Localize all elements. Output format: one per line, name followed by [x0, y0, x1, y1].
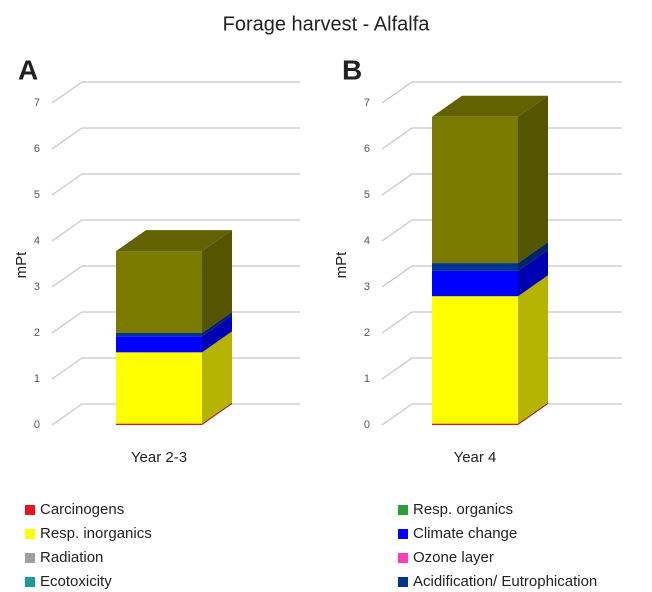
legend-swatch: [25, 505, 35, 515]
legend-swatch: [398, 505, 408, 515]
y-tick-label: 3: [34, 281, 40, 293]
legend-label: Climate change: [413, 525, 517, 542]
bar-segment-side: [202, 315, 232, 353]
legend-label: Ozone layer: [413, 549, 494, 566]
bar-segment: [432, 263, 518, 271]
x-tick-label: Year 2-3: [131, 449, 187, 466]
grid-line: [51, 127, 300, 150]
bar-segment: [116, 423, 202, 425]
grid-line: [381, 219, 622, 242]
bar-top: [432, 95, 548, 117]
bar-segment-side: [202, 331, 232, 424]
y-tick-label: 0: [364, 419, 370, 431]
x-tick-label: Year 4: [454, 449, 497, 466]
y-tick-label: 2: [34, 327, 40, 339]
grid-line: [51, 173, 300, 196]
grid-line: [381, 173, 622, 196]
y-tick-label: 0: [34, 419, 40, 431]
y-tick-label: 4: [34, 235, 40, 247]
legend-label: Resp. organics: [413, 501, 513, 518]
y-axis-label: mPt: [333, 251, 350, 279]
legend-label: Resp. inorganics: [40, 525, 152, 542]
y-tick-label: 6: [34, 143, 40, 155]
bar-segment-side: [518, 249, 548, 297]
y-tick-label: 5: [34, 189, 40, 201]
y-tick-label: 5: [364, 189, 370, 201]
y-tick-label: 7: [34, 97, 40, 109]
legend-swatch: [398, 553, 408, 563]
legend-label: Radiation: [40, 549, 103, 566]
y-tick-label: 2: [364, 327, 370, 339]
legend-swatch: [25, 577, 35, 587]
bar-segment-side: [518, 95, 548, 264]
legend-swatch: [25, 553, 35, 563]
grid-line: [381, 357, 622, 380]
y-tick-label: 6: [364, 143, 370, 155]
bar-segment-side: [202, 230, 232, 333]
bar-segment: [116, 352, 202, 424]
y-tick-label: 3: [364, 281, 370, 293]
bar-segment: [116, 333, 202, 337]
y-tick-label: 4: [364, 235, 370, 247]
bar-segment: [432, 423, 518, 425]
grid-line: [381, 311, 622, 334]
bar-segment-side: [202, 312, 232, 337]
bar-segment-side: [202, 402, 232, 425]
y-tick-label: 1: [34, 373, 40, 385]
y-axis-label: mPt: [13, 251, 30, 279]
panel-label: A: [18, 54, 38, 85]
grid-line: [381, 127, 622, 150]
bar-segment: [116, 336, 202, 353]
grid-line: [51, 81, 300, 104]
legend-label: Ecotoxicity: [40, 573, 112, 590]
bar-segment: [116, 251, 202, 333]
bar-segment: [432, 116, 518, 264]
legend-label: Acidification/ Eutrophication: [413, 573, 597, 590]
panel-label: B: [342, 54, 362, 85]
bar-segment-side: [518, 275, 548, 424]
legend-label: Carcinogens: [40, 501, 124, 518]
bar-segment-side: [518, 242, 548, 271]
bar-segment: [432, 270, 518, 297]
y-tick-label: 7: [364, 97, 370, 109]
y-tick-label: 1: [364, 373, 370, 385]
grid-line: [51, 219, 300, 242]
bar-top: [116, 230, 232, 252]
bar-segment-side: [518, 402, 548, 425]
grid-line: [381, 403, 622, 426]
legend-swatch: [25, 529, 35, 539]
legend-swatch: [398, 577, 408, 587]
chart-title: Forage harvest - Alfalfa: [223, 13, 431, 35]
grid-line: [381, 81, 622, 104]
grid-line: [381, 265, 622, 288]
legend-swatch: [398, 529, 408, 539]
bar-segment: [432, 296, 518, 424]
